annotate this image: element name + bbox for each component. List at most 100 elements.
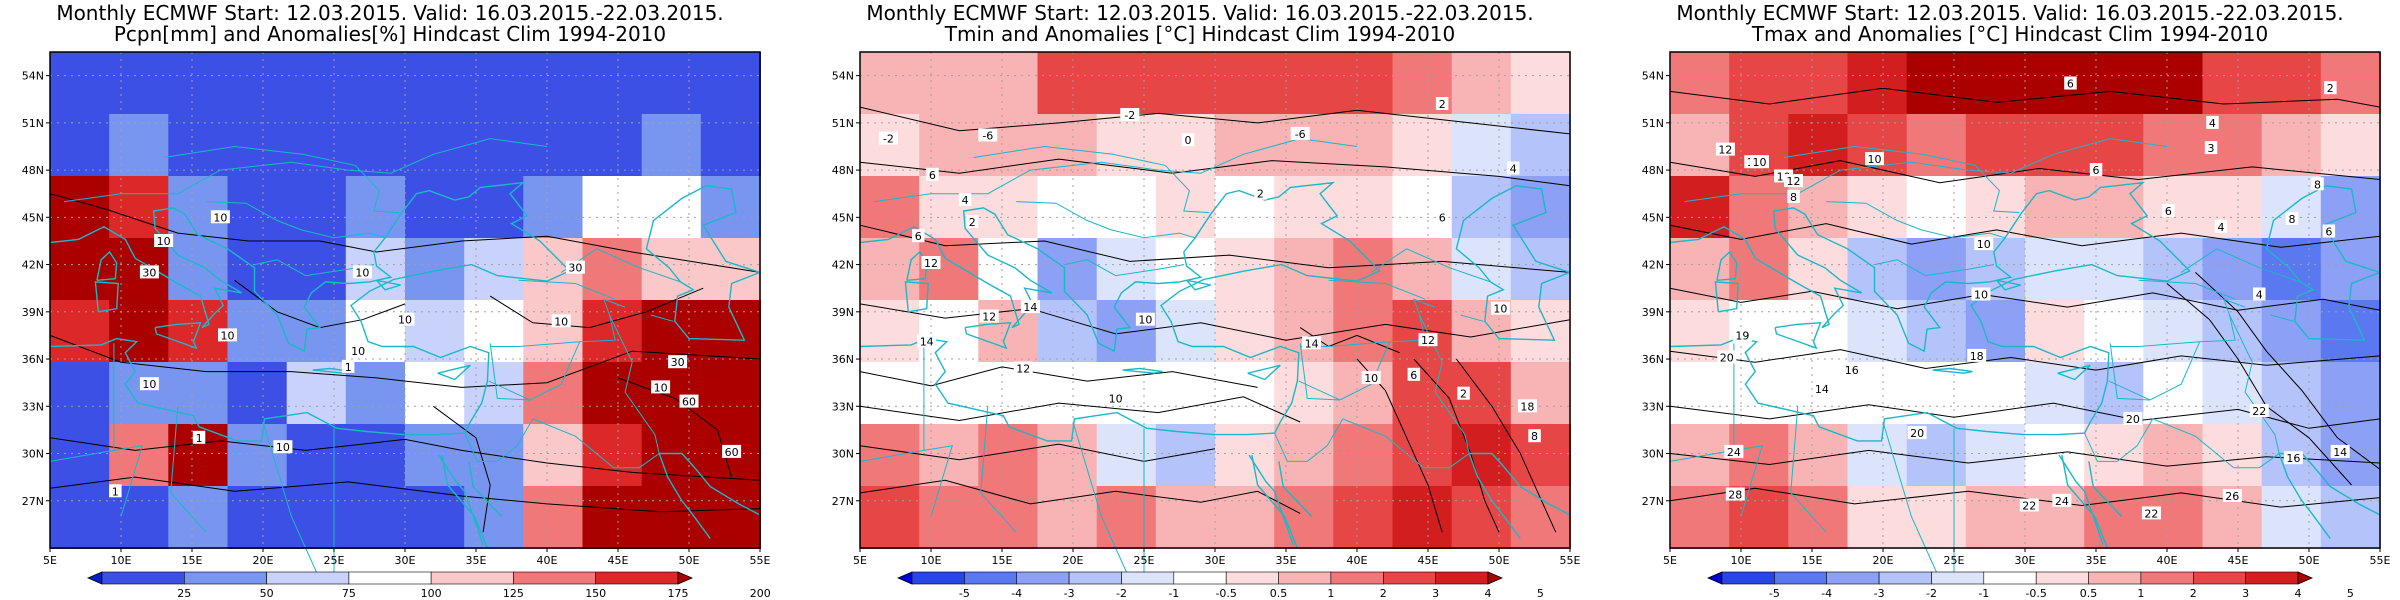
field-cell bbox=[700, 362, 761, 425]
field-cell bbox=[919, 238, 980, 301]
field-cell bbox=[227, 424, 288, 487]
lat-label: 27N bbox=[832, 495, 854, 508]
contour-label-box bbox=[1507, 161, 1520, 175]
field-cell bbox=[1729, 176, 1790, 239]
field-cell bbox=[405, 300, 466, 363]
colorbar-label: -5 bbox=[959, 587, 970, 600]
contour-label-box bbox=[2222, 489, 2242, 502]
field-cell bbox=[1510, 300, 1571, 363]
field-cell bbox=[641, 52, 702, 115]
colorbar-label: 3 bbox=[1432, 587, 1439, 600]
country-border bbox=[2109, 343, 2151, 401]
colorbar-segment bbox=[1278, 571, 1332, 585]
contour-label-box bbox=[1013, 361, 1033, 375]
field-cell bbox=[919, 300, 980, 363]
contour-label: 6 bbox=[2325, 226, 2332, 239]
field-cell bbox=[345, 362, 406, 425]
colorbar-label: -0.5 bbox=[1215, 587, 1236, 600]
field-cell bbox=[50, 486, 111, 549]
contour-label: 1 bbox=[112, 485, 119, 498]
lon-label: 50E bbox=[2299, 554, 2320, 567]
country-border bbox=[1669, 449, 1734, 462]
country-border bbox=[980, 406, 1017, 533]
field-cell bbox=[1670, 486, 1731, 549]
lat-label: 54N bbox=[832, 70, 854, 83]
field-cell bbox=[1215, 238, 1276, 301]
country-border bbox=[1460, 314, 1484, 322]
field-cell bbox=[1906, 114, 1967, 177]
coastline bbox=[376, 279, 401, 291]
coastline bbox=[1251, 454, 1299, 549]
contour-line bbox=[859, 106, 1571, 135]
contour-line bbox=[49, 334, 761, 388]
field-cell bbox=[1333, 52, 1394, 115]
contour-label: 14 bbox=[1815, 383, 1829, 396]
lon-label: 45E bbox=[2228, 554, 2249, 567]
lon-label: 10E bbox=[1731, 554, 1752, 567]
contour-label-box bbox=[1971, 287, 1991, 301]
coastline bbox=[1932, 367, 1973, 374]
colorbar: -5 -4 -3 -2 -1 -0.5 0.5 1 2 3 4 5 bbox=[1706, 571, 2354, 600]
contour-label-box bbox=[2064, 76, 2077, 90]
field-cell bbox=[227, 114, 288, 177]
contour-label-box bbox=[109, 484, 122, 498]
contour-label: 30 bbox=[142, 266, 156, 279]
coastline bbox=[2265, 185, 2381, 341]
country-border bbox=[1299, 343, 1341, 401]
contour-label: 4 bbox=[1510, 163, 1517, 176]
field-cell bbox=[2261, 300, 2322, 363]
field-cell bbox=[919, 176, 980, 239]
field-cell bbox=[1965, 486, 2026, 549]
contour-label: 4 bbox=[2209, 117, 2216, 130]
contour-line bbox=[859, 443, 1216, 462]
contour-label-box bbox=[2141, 506, 2161, 520]
contour-label-box bbox=[565, 260, 585, 274]
field-cell bbox=[286, 424, 347, 487]
country-border bbox=[2180, 248, 2301, 283]
field-cell bbox=[641, 486, 702, 549]
coastline bbox=[2088, 461, 2123, 517]
contour-label-box bbox=[1907, 426, 1927, 440]
contour-label: 12 bbox=[1016, 363, 1030, 376]
field-cell bbox=[1847, 114, 1908, 177]
field-cell bbox=[860, 362, 921, 425]
field-cell bbox=[978, 114, 1039, 177]
country-border bbox=[1274, 418, 1344, 462]
field-cell bbox=[1965, 114, 2026, 177]
colorbar-segment bbox=[964, 571, 1018, 585]
contour-label-box bbox=[210, 210, 230, 224]
field-cell bbox=[1096, 486, 1157, 549]
country-border bbox=[489, 343, 531, 401]
contour-label-box bbox=[1418, 333, 1438, 347]
contour-label: -6 bbox=[1295, 128, 1306, 141]
tmax-map: 6212101086341210128461086410192016142022… bbox=[1642, 51, 2391, 600]
contour-label: 10 bbox=[1977, 238, 1991, 251]
field-cell bbox=[2202, 176, 2263, 239]
field-cell bbox=[1392, 114, 1453, 177]
contour-label: 18 bbox=[1970, 350, 1984, 363]
field-cell bbox=[168, 114, 229, 177]
field-cell bbox=[1670, 52, 1731, 115]
coastline bbox=[441, 454, 489, 549]
colorbar-segment bbox=[1774, 571, 1828, 585]
contour-label-box bbox=[1725, 487, 1745, 501]
field-cell bbox=[860, 238, 921, 301]
colorbar-segment bbox=[2140, 571, 2194, 585]
contour-label: -6 bbox=[982, 130, 993, 143]
contour-label: 10 bbox=[1868, 153, 1882, 166]
lon-label: 25E bbox=[1944, 554, 1965, 567]
contour-label-box bbox=[2052, 493, 2072, 507]
lat-label: 33N bbox=[832, 400, 854, 413]
field-cell bbox=[2143, 362, 2204, 425]
contour-label-box bbox=[978, 128, 998, 142]
field-cell bbox=[345, 176, 406, 239]
colorbar-label: 150 bbox=[585, 587, 606, 600]
country-border bbox=[2084, 418, 2154, 462]
colorbar-segment bbox=[1435, 571, 1489, 585]
coastline bbox=[2058, 454, 2104, 546]
field-cell bbox=[1155, 238, 1216, 301]
contour-label-box bbox=[917, 334, 937, 348]
field-cell bbox=[1155, 362, 1216, 425]
field-cell bbox=[1847, 424, 1908, 487]
